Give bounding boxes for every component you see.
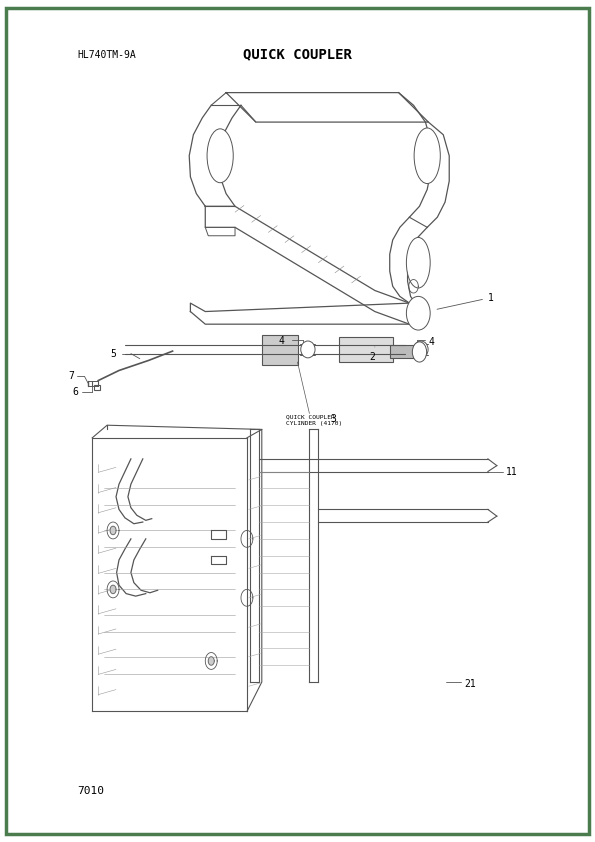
Ellipse shape — [412, 342, 427, 362]
Polygon shape — [110, 585, 116, 594]
Polygon shape — [390, 345, 414, 358]
Polygon shape — [110, 526, 116, 535]
Text: 6: 6 — [73, 387, 79, 397]
Text: 7: 7 — [68, 371, 74, 381]
Ellipse shape — [414, 128, 440, 184]
Text: 4: 4 — [428, 337, 434, 347]
Text: 5: 5 — [110, 349, 116, 360]
Text: 21: 21 — [464, 679, 476, 689]
Text: 4: 4 — [278, 336, 284, 346]
Text: 11: 11 — [506, 466, 518, 477]
Text: QUICK COUPLER
CYLINDER (4170): QUICK COUPLER CYLINDER (4170) — [286, 414, 342, 426]
Text: QUICK COUPLER: QUICK COUPLER — [243, 48, 352, 61]
Text: 3: 3 — [330, 414, 336, 424]
Polygon shape — [339, 337, 393, 362]
Ellipse shape — [414, 341, 428, 358]
Ellipse shape — [406, 296, 430, 330]
Ellipse shape — [207, 129, 233, 183]
Text: 1: 1 — [437, 292, 494, 309]
Ellipse shape — [406, 237, 430, 288]
Polygon shape — [94, 385, 100, 390]
Text: 2: 2 — [369, 347, 375, 362]
Text: 7010: 7010 — [77, 786, 104, 797]
Ellipse shape — [300, 341, 315, 358]
Text: HL740TM-9A: HL740TM-9A — [77, 50, 136, 60]
Polygon shape — [208, 657, 214, 665]
Polygon shape — [262, 335, 298, 365]
